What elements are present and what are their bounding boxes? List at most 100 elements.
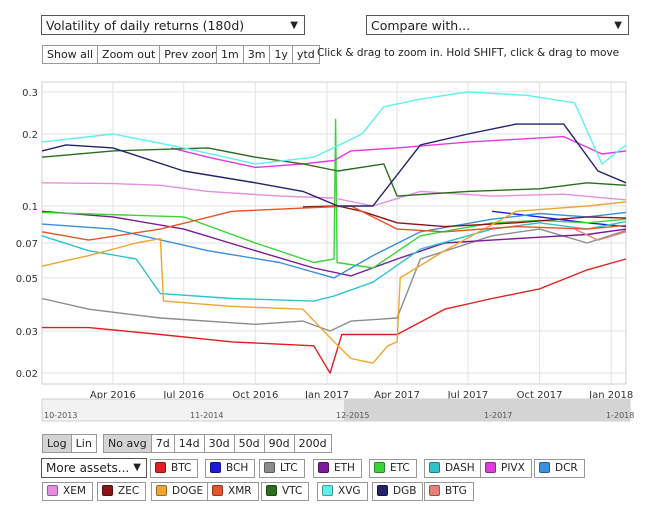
asset-toggle-btc[interactable]: BTC: [150, 459, 199, 478]
color-swatch-icon: [485, 462, 496, 473]
color-swatch-icon: [47, 485, 58, 496]
color-swatch-icon: [322, 485, 333, 496]
series-line-pivx: [171, 135, 627, 169]
y-tick-label: 0.02: [16, 369, 38, 380]
avg-none-button[interactable]: No avg: [103, 434, 152, 453]
compare-select-label: Compare with...: [371, 18, 471, 33]
zoom-button-group: Show all Zoom out Prev zoom: [42, 45, 227, 64]
series-line-btg: [574, 228, 627, 241]
color-swatch-icon: [374, 462, 385, 473]
asset-toggle-label: DCR: [555, 462, 578, 474]
y-tick-label: 0.03: [16, 327, 38, 338]
asset-toggle-vtc[interactable]: VTC: [261, 482, 310, 501]
metric-select-label: Volatility of daily returns (180d): [46, 18, 245, 33]
asset-toggle-dgb[interactable]: DGB: [372, 482, 424, 501]
avg-90d-button[interactable]: 90d: [263, 434, 295, 453]
asset-toggle-btg[interactable]: BTG: [424, 482, 474, 501]
color-swatch-icon: [155, 462, 166, 473]
series-line-dash: [41, 220, 627, 302]
asset-toggle-label: DOGE: [172, 485, 204, 497]
scale-button-group: Log Lin: [42, 434, 97, 453]
color-swatch-icon: [156, 485, 167, 496]
chart-series: [41, 91, 627, 374]
color-swatch-icon: [318, 462, 329, 473]
navigator: 10-2013 11-2014 12-2015 1-2017 1-2018: [41, 398, 634, 422]
asset-toggle-doge[interactable]: DOGE: [151, 482, 211, 501]
color-swatch-icon: [264, 462, 275, 473]
asset-toggle-label: PIVX: [501, 462, 525, 474]
series-line-ltc: [41, 228, 627, 332]
range-1y-button[interactable]: 1y: [269, 45, 293, 64]
navigator-label: 11-2014: [190, 411, 223, 420]
compare-select[interactable]: Compare with... ▼: [366, 15, 629, 35]
range-3m-button[interactable]: 3m: [242, 45, 271, 64]
chevron-down-icon: ▼: [133, 462, 141, 473]
asset-toggle-label: BTG: [445, 485, 467, 497]
x-tick-label: Jul 2016: [162, 390, 204, 401]
asset-toggle-dash[interactable]: DASH: [424, 459, 482, 478]
metric-select[interactable]: Volatility of daily returns (180d) ▼: [41, 15, 305, 35]
asset-toggle-pivx[interactable]: PIVX: [480, 459, 532, 478]
asset-toggle-label: ZEC: [118, 485, 140, 497]
asset-toggle-etc[interactable]: ETC: [369, 459, 417, 478]
asset-toggle-xem[interactable]: XEM: [42, 482, 93, 501]
avg-30d-button[interactable]: 30d: [203, 434, 235, 453]
asset-toggle-zec[interactable]: ZEC: [97, 482, 147, 501]
x-tick-label: Apr 2016: [90, 390, 136, 401]
asset-toggle-dcr[interactable]: DCR: [534, 459, 585, 478]
asset-toggle-bch[interactable]: BCH: [205, 459, 256, 478]
asset-toggle-label: XMR: [228, 485, 252, 497]
prev-zoom-button[interactable]: Prev zoom: [159, 45, 227, 64]
color-swatch-icon: [539, 462, 550, 473]
asset-toggle-ltc[interactable]: LTC: [259, 459, 305, 478]
range-button-group: 1m 3m 1y ytd: [216, 45, 320, 64]
asset-toggle-label: BTC: [171, 462, 192, 474]
asset-toggle-label: XVG: [338, 485, 361, 497]
series-line-dcr: [41, 211, 627, 279]
y-tick-label: 0.05: [16, 274, 38, 285]
color-swatch-icon: [429, 485, 440, 496]
more-assets-select[interactable]: More assets... ▼: [41, 458, 147, 478]
zoom-hint: Click & drag to zoom in. Hold SHIFT, cli…: [317, 47, 620, 59]
navigator-selection: [344, 399, 630, 421]
log-scale-button[interactable]: Log: [42, 434, 72, 453]
show-all-button[interactable]: Show all: [42, 45, 99, 64]
navigator-label: 12-2015: [336, 411, 369, 420]
range-1m-button[interactable]: 1m: [216, 45, 244, 64]
navigator-label: 1-2017: [484, 411, 512, 420]
color-swatch-icon: [212, 485, 223, 496]
lin-scale-button[interactable]: Lin: [70, 434, 97, 453]
avg-50d-button[interactable]: 50d: [233, 434, 265, 453]
avg-14d-button[interactable]: 14d: [173, 434, 205, 453]
zoom-out-button[interactable]: Zoom out: [97, 45, 161, 64]
asset-toggle-label: DGB: [393, 485, 417, 497]
asset-toggle-label: DASH: [445, 462, 475, 474]
series-line-xem: [41, 182, 627, 207]
color-swatch-icon: [266, 485, 277, 496]
avg-7d-button[interactable]: 7d: [150, 434, 175, 453]
chevron-down-icon: ▼: [614, 20, 622, 31]
avg-200d-button[interactable]: 200d: [293, 434, 332, 453]
x-axis-labels: Apr 2016 Jul 2016 Oct 2016 Jan 2017 Apr 2017…: [90, 390, 633, 401]
series-line-btc: [42, 258, 627, 374]
x-tick-label: Apr 2017: [374, 390, 420, 401]
color-swatch-icon: [102, 485, 113, 496]
asset-toggle-label: VTC: [282, 485, 303, 497]
volatility-chart[interactable]: 0.3 0.2 0.1 0.07 0.05 0.03 0.02 Apr 2016 Jul 20…: [0, 72, 654, 428]
series-line-xvg: [41, 91, 627, 165]
asset-toggle-xmr[interactable]: XMR: [207, 482, 259, 501]
range-ytd-button[interactable]: ytd: [291, 45, 320, 64]
y-tick-label: 0.2: [22, 130, 38, 141]
asset-toggle-label: ETC: [390, 462, 410, 474]
x-tick-label: Jul 2017: [447, 390, 489, 401]
asset-toggle-label: XEM: [63, 485, 86, 497]
series-line-dgb: [41, 123, 627, 207]
chevron-down-icon: ▼: [290, 20, 298, 31]
asset-toggle-eth[interactable]: ETH: [313, 459, 362, 478]
navigator-label: 1-2018: [606, 411, 634, 420]
series-line-doge: [41, 201, 627, 364]
y-axis-labels: 0.3 0.2 0.1 0.07 0.05 0.03 0.02: [16, 88, 38, 380]
asset-toggle-label: LTC: [280, 462, 298, 474]
asset-toggle-xvg[interactable]: XVG: [317, 482, 368, 501]
series-line-vtc: [41, 147, 627, 197]
